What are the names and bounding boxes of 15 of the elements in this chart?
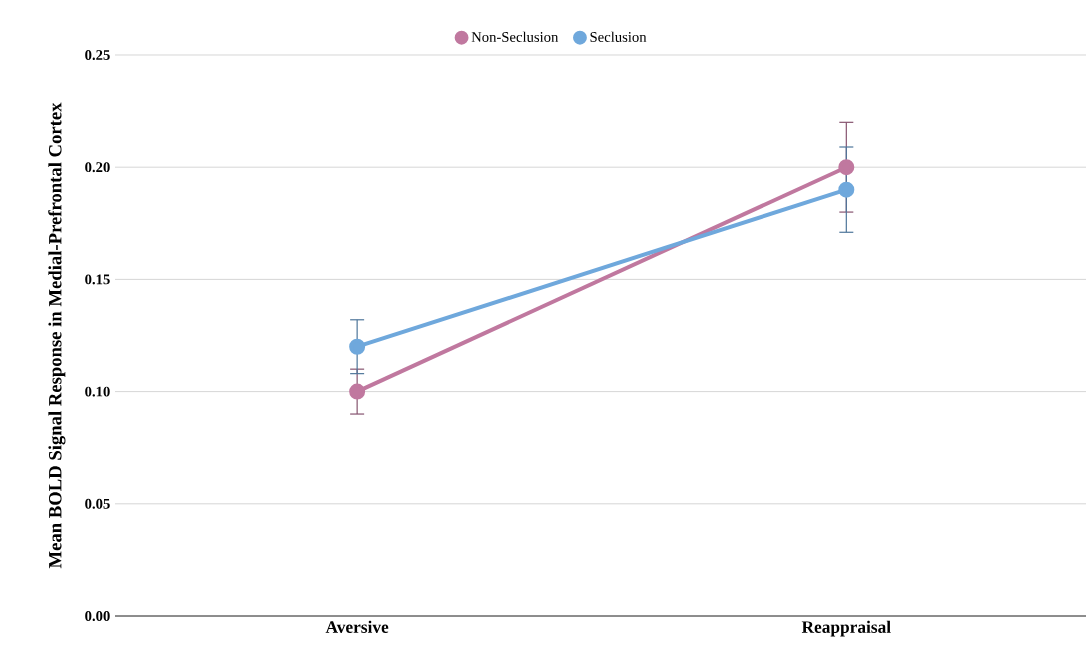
y-axis-title: Mean BOLD Signal Response in Medial-Prefrontal Cortex: [48, 102, 66, 569]
y-tick-label: 0.05: [85, 498, 110, 509]
y-tick-label: 0.00: [85, 611, 110, 621]
point: [349, 383, 366, 400]
x-tick-label: Reappraisal: [801, 620, 891, 637]
point: [349, 338, 366, 355]
y-tick-label: 0.15: [85, 274, 110, 285]
legend-label: Seclusion: [590, 31, 647, 42]
y-tick-label: 0.10: [85, 386, 110, 397]
point: [838, 159, 855, 176]
y-tick-label: 0.25: [85, 50, 110, 60]
y-tick-label: 0.20: [85, 162, 110, 173]
x-tick-label: Aversive: [325, 620, 389, 633]
legend-label: Non-Seclusion: [471, 31, 559, 42]
point: [838, 181, 855, 198]
